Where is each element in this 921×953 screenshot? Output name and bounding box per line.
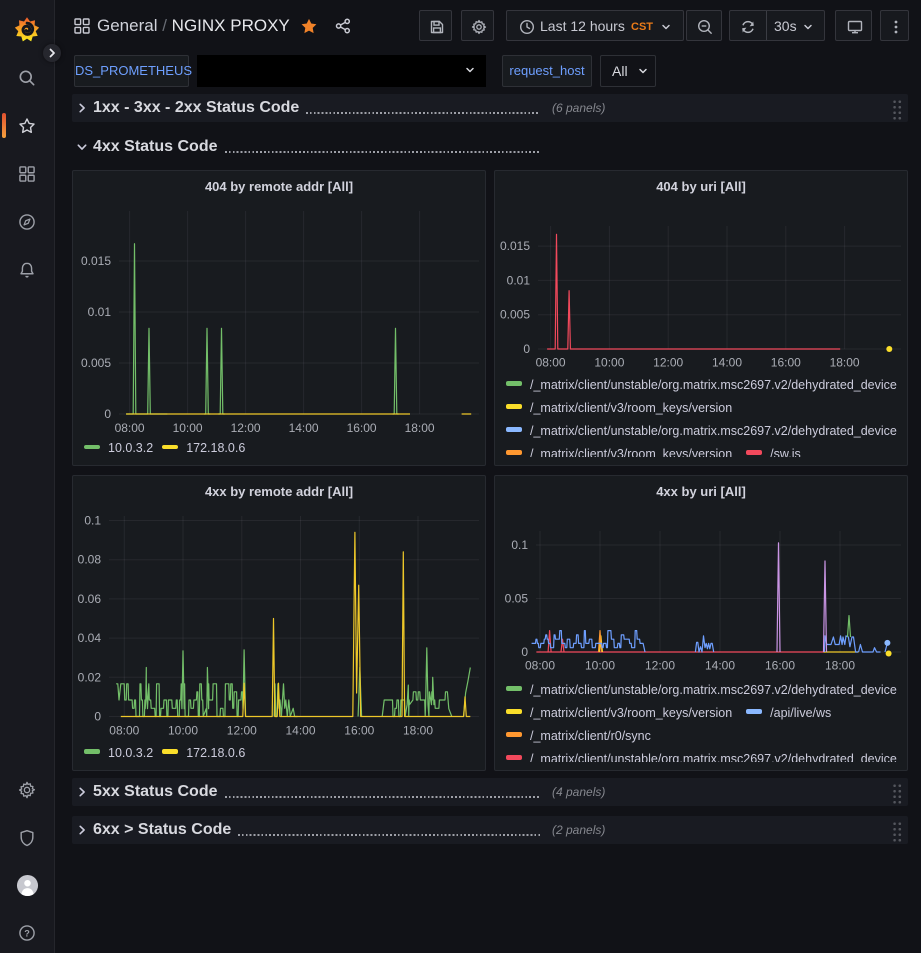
- svg-text:18:00: 18:00: [405, 421, 435, 435]
- svg-text:16:00: 16:00: [771, 356, 801, 370]
- svg-text:0.005: 0.005: [500, 308, 530, 322]
- svg-text:0.005: 0.005: [81, 356, 111, 370]
- svg-text:12:00: 12:00: [227, 724, 257, 738]
- svg-text:0.015: 0.015: [500, 239, 530, 253]
- svg-text:0.05: 0.05: [505, 592, 529, 606]
- svg-text:0.06: 0.06: [78, 592, 102, 606]
- svg-text:0: 0: [104, 407, 111, 421]
- svg-text:16:00: 16:00: [347, 421, 377, 435]
- svg-text:12:00: 12:00: [653, 356, 683, 370]
- svg-text:08:00: 08:00: [115, 421, 145, 435]
- svg-text:18:00: 18:00: [403, 724, 433, 738]
- svg-text:14:00: 14:00: [712, 356, 742, 370]
- svg-text:0.02: 0.02: [78, 670, 102, 684]
- svg-text:18:00: 18:00: [825, 659, 855, 673]
- svg-text:0.01: 0.01: [507, 273, 531, 287]
- svg-text:12:00: 12:00: [645, 659, 675, 673]
- svg-text:0.1: 0.1: [511, 538, 528, 552]
- svg-text:0: 0: [521, 645, 528, 659]
- svg-text:16:00: 16:00: [765, 659, 795, 673]
- svg-text:08:00: 08:00: [525, 659, 555, 673]
- svg-text:10:00: 10:00: [594, 356, 624, 370]
- svg-text:08:00: 08:00: [536, 356, 566, 370]
- svg-text:0.1: 0.1: [84, 514, 101, 528]
- svg-text:14:00: 14:00: [289, 421, 319, 435]
- svg-text:10:00: 10:00: [173, 421, 203, 435]
- svg-text:12:00: 12:00: [231, 421, 261, 435]
- svg-text:10:00: 10:00: [168, 724, 198, 738]
- svg-text:0: 0: [523, 342, 530, 356]
- svg-text:10:00: 10:00: [585, 659, 615, 673]
- svg-text:14:00: 14:00: [285, 724, 315, 738]
- svg-text:?: ?: [24, 928, 30, 938]
- svg-text:0.01: 0.01: [88, 305, 112, 319]
- svg-text:08:00: 08:00: [109, 724, 139, 738]
- svg-text:0.04: 0.04: [78, 631, 102, 645]
- svg-text:14:00: 14:00: [705, 659, 735, 673]
- svg-text:18:00: 18:00: [830, 356, 860, 370]
- svg-text:0.015: 0.015: [81, 254, 111, 268]
- svg-text:16:00: 16:00: [344, 724, 374, 738]
- svg-text:0.08: 0.08: [78, 553, 102, 567]
- svg-text:0: 0: [94, 710, 101, 724]
